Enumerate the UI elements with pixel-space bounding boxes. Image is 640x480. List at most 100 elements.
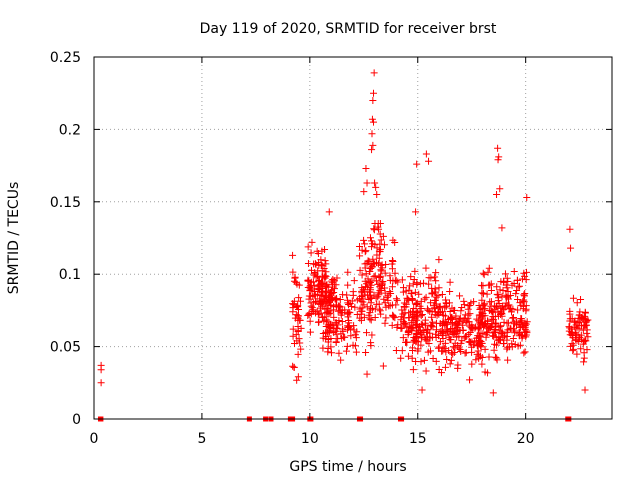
- data-point: [416, 322, 424, 330]
- data-point: [345, 300, 353, 308]
- data-point: [461, 349, 469, 357]
- data-point: [289, 308, 297, 316]
- data-point: [408, 354, 416, 362]
- data-point: [377, 285, 385, 293]
- data-point: [306, 317, 314, 325]
- data-point: [460, 297, 468, 305]
- data-point: [449, 350, 457, 358]
- data-point: [462, 332, 470, 340]
- data-point: [377, 266, 385, 274]
- data-point: [412, 334, 420, 342]
- data-point: [356, 252, 364, 260]
- data-point: [398, 347, 406, 355]
- data-point: [320, 264, 328, 272]
- data-point: [581, 386, 589, 394]
- data-point: [374, 289, 382, 297]
- data-point: [466, 310, 474, 318]
- data-point: [521, 348, 529, 356]
- data-point: [483, 290, 491, 298]
- data-point: [518, 315, 526, 323]
- data-point: [577, 296, 585, 304]
- data-point: [369, 141, 377, 149]
- data-point: [443, 320, 451, 328]
- data-point: [454, 324, 462, 332]
- data-point: [324, 318, 332, 326]
- data-point: [504, 288, 512, 296]
- data-point: [370, 89, 378, 97]
- data-point: [569, 345, 577, 353]
- data-point: [316, 277, 324, 285]
- data-point: [413, 337, 421, 345]
- data-point: [516, 323, 524, 331]
- data-point: [340, 333, 348, 341]
- data-point: [335, 349, 343, 357]
- data-point: [454, 364, 462, 372]
- data-point: [334, 321, 342, 329]
- data-point: [441, 304, 449, 312]
- data-point: [397, 313, 405, 321]
- data-point: [442, 302, 450, 310]
- data-point: [345, 319, 353, 327]
- data-point: [422, 336, 430, 344]
- data-point: [473, 350, 481, 358]
- data-point: [448, 313, 456, 321]
- data-point: [325, 293, 333, 301]
- data-point: [508, 340, 516, 348]
- data-point: [565, 327, 573, 335]
- data-point: [580, 349, 588, 357]
- data-point: [490, 346, 498, 354]
- data-point: [347, 332, 355, 340]
- data-point: [306, 328, 314, 336]
- data-point: [324, 344, 332, 352]
- data-point: [484, 317, 492, 325]
- data-point: [467, 299, 475, 307]
- data-point: [327, 334, 335, 342]
- data-point: [446, 360, 454, 368]
- data-point: [437, 369, 445, 377]
- data-point: [569, 334, 577, 342]
- y-tick-label: 0.05: [50, 340, 81, 356]
- data-point: [292, 311, 300, 319]
- data-point: [493, 356, 501, 364]
- data-point: [368, 331, 376, 339]
- data-point: [399, 284, 407, 292]
- data-point: [494, 156, 502, 164]
- data-point: [338, 334, 346, 342]
- data-point: [323, 287, 331, 295]
- data-point: [402, 338, 410, 346]
- data-point: [337, 311, 345, 319]
- data-point: [405, 314, 413, 322]
- data-point: [391, 314, 399, 322]
- data-point: [503, 332, 511, 340]
- data-point: [504, 356, 512, 364]
- data-point: [482, 333, 490, 341]
- data-point: [439, 343, 447, 351]
- data-point: [520, 291, 528, 299]
- data-point: [330, 313, 338, 321]
- data-point: [457, 307, 465, 315]
- data-point: [314, 290, 322, 298]
- data-point: [498, 224, 506, 232]
- data-point: [324, 283, 332, 291]
- data-point: [293, 337, 301, 345]
- data-point: [489, 332, 497, 340]
- data-point: [363, 280, 371, 288]
- data-point: [489, 389, 497, 397]
- data-point: [373, 191, 381, 199]
- data-point: [364, 257, 372, 265]
- y-tick-label: 0.15: [50, 195, 81, 211]
- data-point: [504, 319, 512, 327]
- data-point: [583, 329, 591, 337]
- data-point: [458, 304, 466, 312]
- data-point: [480, 301, 488, 309]
- data-point: [520, 298, 528, 306]
- data-point: [388, 283, 396, 291]
- data-point: [365, 311, 373, 319]
- data-point: [416, 326, 424, 334]
- data-point: [362, 348, 370, 356]
- data-point: [307, 249, 315, 257]
- data-point: [503, 293, 511, 301]
- data-point: [356, 266, 364, 274]
- data-point: [325, 292, 333, 300]
